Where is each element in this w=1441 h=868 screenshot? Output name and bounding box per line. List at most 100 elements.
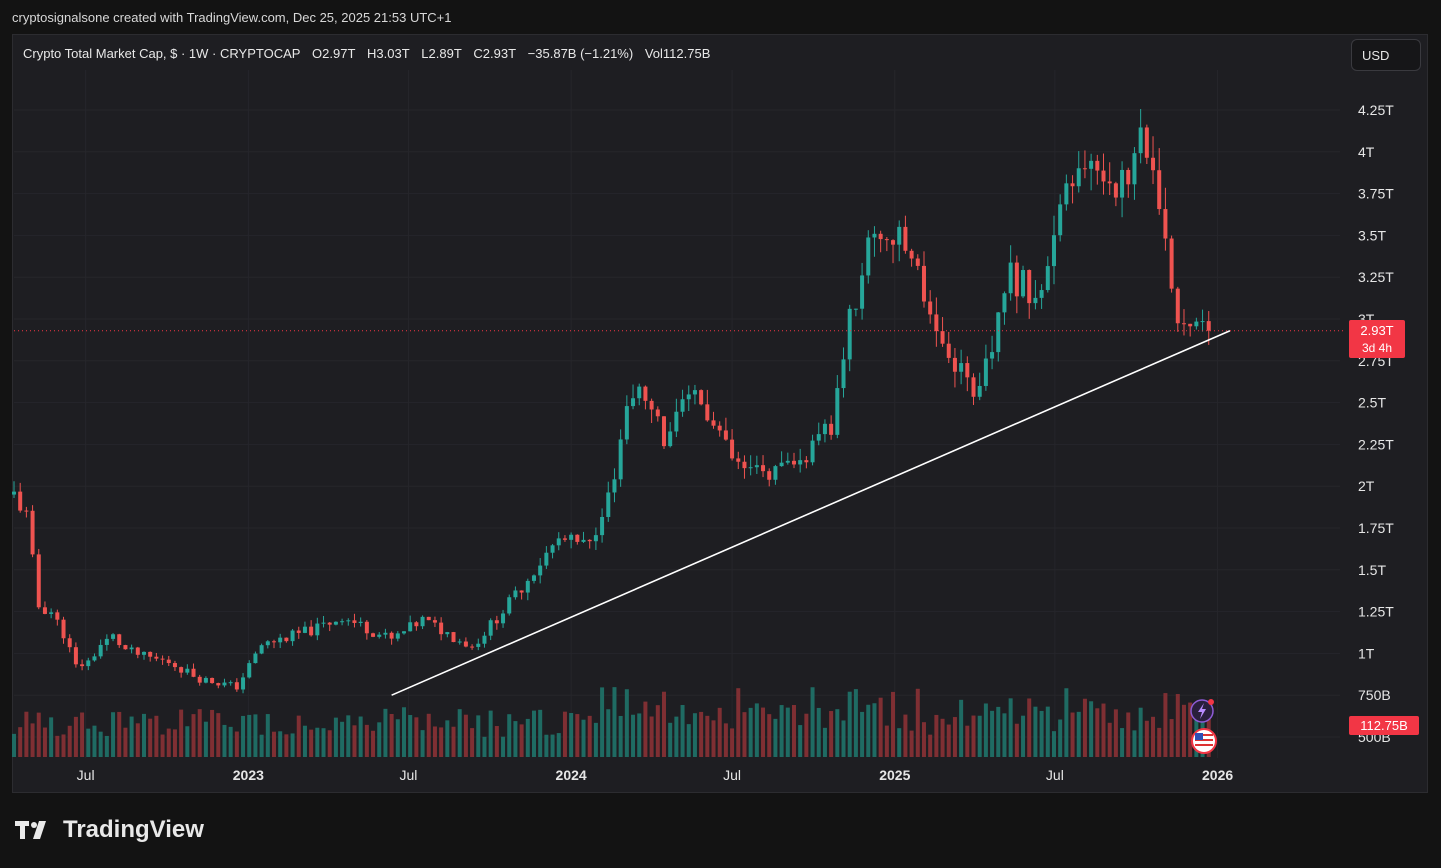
candle-body (835, 388, 840, 435)
volume-bar (742, 712, 747, 757)
volume-bar (581, 719, 586, 757)
volume-bar (507, 714, 512, 757)
candle-body (290, 630, 295, 642)
volume-bar (234, 731, 239, 757)
volume-bar (575, 714, 580, 757)
candle-body (804, 460, 809, 463)
candle-body (135, 647, 140, 655)
candle-body (129, 647, 134, 650)
candle-body (816, 434, 821, 441)
volume-bar (1175, 694, 1180, 757)
candle-body (67, 638, 72, 648)
candle-body (179, 667, 184, 673)
volume-bar (544, 734, 549, 757)
volume-bar (513, 721, 518, 757)
volume-bar (222, 724, 227, 757)
volume-bar (470, 728, 475, 757)
volume-bar (841, 720, 846, 757)
volume-bar (1095, 708, 1100, 757)
candle-body (1021, 270, 1026, 297)
volume-bar (371, 730, 376, 757)
candle-body (996, 312, 1001, 353)
candle-body (501, 613, 506, 624)
candle-body (513, 590, 518, 598)
volume-bar (395, 719, 400, 757)
candle-body (333, 621, 338, 625)
candle-body (271, 641, 276, 643)
volume-bar (401, 707, 406, 757)
candle-body (12, 491, 16, 495)
candle-body (482, 635, 487, 644)
volume-bar (674, 716, 679, 757)
candle-body (154, 656, 159, 659)
lightning-icon[interactable] (1190, 699, 1214, 723)
trendline[interactable] (391, 329, 1231, 696)
y-tick-label: 1.5T (1358, 562, 1386, 578)
volume-bar (166, 728, 171, 757)
volume-bar (717, 707, 722, 757)
candle-body (1194, 321, 1199, 327)
candle-body (525, 580, 530, 593)
volume-bar (253, 714, 258, 757)
candle-body (1002, 293, 1007, 313)
candle-body (117, 634, 122, 646)
candle-body (643, 386, 648, 401)
candle-body (637, 386, 642, 399)
candle-body (717, 425, 722, 431)
candle-body (983, 358, 988, 386)
volume-bar (990, 710, 995, 757)
volume-bar (117, 711, 122, 757)
volume-bar (977, 715, 982, 757)
brand-name: TradingView (63, 816, 204, 843)
candle-body (655, 409, 660, 417)
volume-bar (476, 715, 481, 757)
tradingview-logo-mark (15, 821, 46, 839)
volume-bar (804, 713, 809, 757)
y-tick-label: 1T (1358, 645, 1375, 661)
candle-body (618, 439, 623, 480)
candle-body (1070, 183, 1075, 187)
volume-bar (1076, 711, 1081, 757)
candle-body (600, 516, 605, 536)
volume-bar (853, 689, 858, 757)
candle-body (432, 620, 437, 623)
volume-bar (216, 713, 221, 757)
volume-bar (42, 727, 47, 757)
chart-caption: cryptosignalsone created with TradingVie… (12, 10, 452, 25)
candle-body (909, 250, 914, 259)
volume-bars (12, 687, 1211, 757)
y-axis[interactable]: 4.25T4T3.75T3.5T3.25T3T2.75T2.5T2.25T2T1… (1358, 102, 1394, 745)
candle-body (569, 534, 574, 540)
candle-body (1051, 235, 1056, 267)
candle-body (606, 492, 611, 517)
volume-bar (1132, 730, 1137, 757)
candle-body (377, 634, 382, 637)
volume-bar (494, 726, 499, 757)
us-flag-icon[interactable] (1191, 728, 1217, 754)
price-tag-countdown: 3d 4h (1362, 341, 1392, 355)
volume-bar (482, 736, 487, 757)
y-tick-label: 1.75T (1358, 520, 1394, 536)
volume-bar (129, 716, 134, 757)
volume-bar (692, 713, 697, 757)
candle-body (674, 411, 679, 432)
currency-button[interactable]: USD (1351, 39, 1421, 71)
candle-body (730, 439, 735, 459)
volume-bar (1101, 703, 1106, 757)
x-axis[interactable]: Jul 2023 Jul 2024 Jul 2025 Jul 2026 (77, 767, 1234, 783)
candle-body (340, 621, 345, 623)
volume-bar (457, 709, 462, 757)
volume-bar (389, 713, 394, 757)
tradingview-logo[interactable]: TradingView (15, 816, 204, 844)
volume-bar (1064, 688, 1069, 757)
volume-bar (179, 709, 184, 757)
volume-bar (432, 726, 437, 757)
volume-bar (445, 720, 450, 757)
volume-bar (816, 707, 821, 757)
symbol-name[interactable]: Crypto Total Market Cap, $ · 1W · CRYPTO… (23, 46, 301, 61)
volume-bar (383, 708, 388, 757)
candle-body (878, 233, 883, 240)
volume-bar (587, 715, 592, 757)
candle-body (228, 682, 233, 684)
